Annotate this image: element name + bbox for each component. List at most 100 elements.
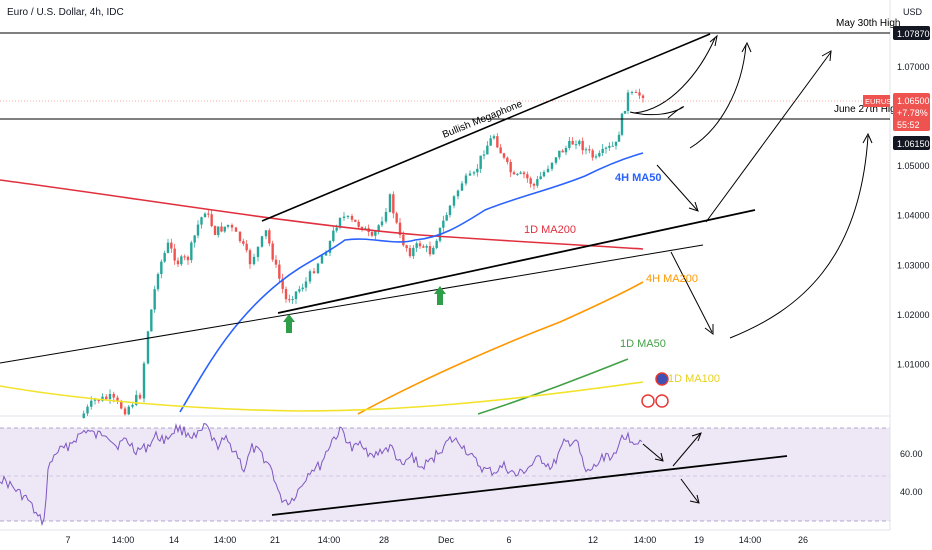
- candle-body: [308, 271, 312, 282]
- label-4h-ma50: 4H MA50: [615, 172, 661, 184]
- candle-body: [402, 234, 405, 246]
- candle-body: [630, 92, 634, 94]
- rsi-line: [0, 422, 643, 527]
- candle-body: [512, 172, 516, 175]
- candle-body: [472, 172, 476, 174]
- badge-june-27th-high: [893, 136, 930, 150]
- candle-body: [598, 152, 601, 157]
- candle-body: [460, 183, 464, 191]
- candle-body: [316, 263, 320, 274]
- candle-body: [186, 256, 190, 261]
- time-tick-label: Dec: [438, 535, 455, 545]
- event-icon-1[interactable]: [655, 372, 669, 386]
- candle-body: [281, 278, 284, 289]
- price-tick-label: 1.07000: [897, 62, 930, 72]
- time-tick-label: 6: [506, 535, 511, 545]
- candle-body: [288, 299, 291, 301]
- price-tick-label: 1.01000: [897, 359, 930, 369]
- long-support-line: [0, 244, 704, 364]
- candle-body: [193, 235, 196, 243]
- candle-body: [332, 230, 335, 242]
- time-tick-label: 28: [379, 535, 389, 545]
- candle-body: [230, 224, 234, 228]
- last-price-change: +7.78%: [897, 108, 928, 118]
- candle-body: [564, 147, 568, 153]
- candle-body: [489, 138, 492, 146]
- candle-body: [377, 225, 380, 232]
- candle-body: [142, 363, 146, 399]
- candle-body: [238, 231, 242, 242]
- event-icon-3[interactable]: [655, 394, 669, 408]
- candle-body: [388, 194, 392, 213]
- candle-body: [163, 252, 166, 262]
- candle-body: [428, 246, 432, 255]
- candle-body: [360, 226, 364, 230]
- candle-body: [242, 241, 245, 244]
- event-icons[interactable]: [641, 372, 669, 408]
- candle-body: [150, 309, 153, 332]
- candle-body: [138, 394, 142, 399]
- candle-body: [392, 194, 395, 214]
- candle-body: [486, 145, 489, 155]
- rsi-support-line: [271, 455, 788, 516]
- label-1d-ma200: 1D MA200: [524, 224, 576, 236]
- time-tick-label: 19: [694, 535, 704, 545]
- buy-arrow-1: [283, 314, 295, 333]
- candle-body: [448, 205, 452, 216]
- candle-body: [558, 150, 561, 158]
- last-price-badge: [893, 93, 930, 131]
- candle-body: [260, 236, 264, 247]
- time-axis[interactable]: 7 14:00 14 14:00 21 14:00 28 Dec 6 12 14:00 19 14:00…: [65, 535, 808, 545]
- price-tick-label: 1.03000: [897, 260, 930, 270]
- candle-body: [274, 259, 278, 265]
- price-tick-label: 1.05000: [897, 161, 930, 171]
- candle-body: [561, 150, 564, 153]
- candle-body: [220, 226, 223, 232]
- event-icon-2[interactable]: [641, 394, 655, 408]
- candle-body: [160, 261, 163, 275]
- candle-body: [278, 264, 281, 279]
- candle-body: [264, 230, 268, 237]
- label-bullish-megaphone: Bullish Megaphone: [441, 99, 524, 141]
- candle-body: [412, 247, 415, 257]
- candle-body: [108, 393, 112, 400]
- candle-body: [601, 148, 604, 153]
- candle-body: [408, 248, 412, 257]
- candle-body: [641, 95, 645, 99]
- candle-body: [183, 256, 186, 258]
- candle-body: [418, 243, 422, 247]
- candle-body: [550, 162, 554, 169]
- candle-body: [542, 171, 546, 177]
- candle-body: [571, 140, 574, 145]
- badge-may-30th-high-value: 1.07870: [897, 29, 930, 39]
- candle-body: [245, 243, 248, 251]
- candle-body: [554, 157, 558, 163]
- symbol-title: Euro / U.S. Dollar, 4h, IDC: [7, 7, 124, 18]
- candle-body: [502, 153, 506, 158]
- candle-body: [90, 400, 93, 407]
- candle-body: [210, 214, 213, 227]
- candle-body: [156, 274, 160, 290]
- last-price-symbol: EURUSD: [865, 97, 897, 106]
- candle-body: [350, 215, 354, 220]
- candle-body: [384, 212, 388, 222]
- candle-body: [626, 92, 630, 111]
- label-may-30th-high: May 30th High: [836, 18, 900, 29]
- candle-body: [256, 246, 260, 257]
- rsi-axis[interactable]: 60.00 40.00: [900, 449, 923, 497]
- buy-arrow-2: [434, 286, 446, 305]
- candle-body: [93, 399, 97, 401]
- candle-body: [594, 156, 598, 158]
- price-tick-label: 1.02000: [897, 310, 930, 320]
- candle-body: [123, 408, 127, 415]
- candle-body: [476, 168, 479, 173]
- candle-body: [101, 396, 104, 401]
- candle-body: [415, 243, 418, 248]
- rsi-tick-label: 40.00: [900, 487, 923, 497]
- ma-4h-ma200: [357, 281, 644, 415]
- candle-body: [252, 256, 256, 265]
- candle-body: [617, 134, 621, 142]
- candle-body: [342, 216, 346, 218]
- candle-body: [529, 178, 532, 184]
